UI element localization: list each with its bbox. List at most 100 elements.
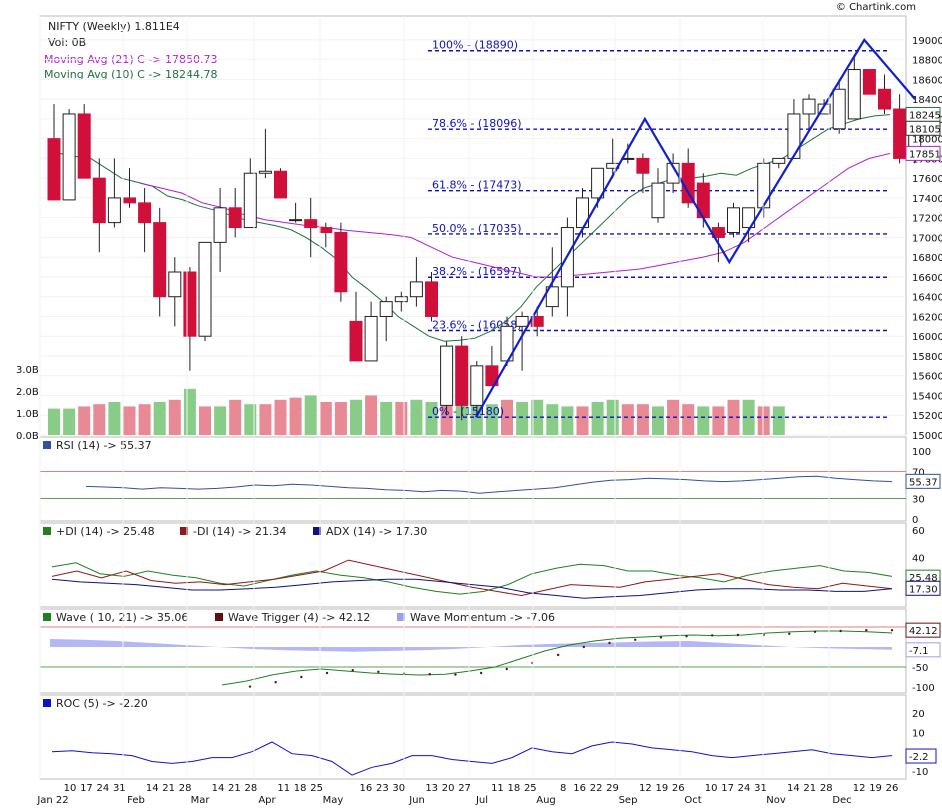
price-y-axis: 1900018800186001840018200180001780017600… bbox=[905, 36, 942, 442]
pattern-line bbox=[475, 38, 916, 418]
volume-bars bbox=[48, 388, 785, 435]
month-label: Oct bbox=[684, 795, 701, 806]
price-tick-label: 15800 bbox=[912, 352, 942, 363]
candle-body bbox=[636, 157, 650, 174]
minus-di-swatch bbox=[180, 527, 188, 535]
volume-bar bbox=[621, 404, 634, 435]
candle-body bbox=[409, 281, 423, 298]
candle-body bbox=[364, 315, 378, 362]
harmonic-pattern bbox=[475, 38, 916, 418]
dmi-last-label: 25.48 bbox=[909, 573, 938, 584]
volume-bar bbox=[576, 406, 589, 435]
week-tick-label: 16 bbox=[360, 783, 373, 794]
week-tick-label: 12 bbox=[853, 783, 866, 794]
week-tick-label: 23 bbox=[376, 783, 389, 794]
week-tick-label: 31 bbox=[113, 783, 126, 794]
dmi-series-line bbox=[51, 578, 893, 599]
dmi-panel bbox=[39, 522, 907, 608]
candle-body bbox=[258, 170, 272, 174]
volume-bar bbox=[108, 402, 121, 435]
month-label: Mar bbox=[191, 795, 211, 806]
volume-tick-label: 2.0B bbox=[16, 387, 39, 398]
dmi-tick-label: 60 bbox=[912, 526, 925, 537]
volume-bar bbox=[244, 404, 257, 435]
wave-momentum-swatch bbox=[397, 613, 405, 621]
wave-trigger-dot bbox=[839, 629, 842, 633]
week-tick-label: 29 bbox=[606, 783, 619, 794]
wave-trigger-dot bbox=[505, 667, 508, 671]
volume-bar bbox=[727, 399, 740, 435]
wave-trigger-dot bbox=[659, 636, 663, 639]
moving-averages bbox=[59, 114, 891, 342]
volume-bar bbox=[440, 397, 453, 435]
week-tick-label: 18 bbox=[508, 783, 521, 794]
wave-trigger-dot bbox=[813, 630, 817, 633]
wave-last-box bbox=[905, 622, 941, 638]
candle-body bbox=[832, 88, 846, 130]
candle-body bbox=[651, 182, 665, 219]
price-tick-label: 15200 bbox=[912, 411, 942, 422]
candle-body bbox=[455, 345, 469, 406]
wave-trigger-dot bbox=[479, 671, 483, 675]
rsi-last-box bbox=[905, 473, 941, 489]
price-tick-label: 18400 bbox=[912, 95, 942, 106]
dmi-last-label: 17.30 bbox=[909, 584, 938, 595]
week-tick-label: 10 bbox=[64, 783, 77, 794]
volume-y-axis: 3.0B 2.0B 1.0B 0.0B bbox=[16, 365, 39, 442]
wave-trigger-swatch bbox=[215, 613, 223, 621]
rsi-chart: 100 70 30 0 55.37 bbox=[40, 447, 941, 526]
candle-body bbox=[228, 207, 242, 229]
wave-trigger-title: Wave Trigger (4) -> 42.12 bbox=[228, 611, 370, 624]
fib-label: 100% - (18890) bbox=[432, 39, 518, 52]
price-tick-label: 16800 bbox=[912, 253, 942, 264]
week-tick-label: 24 bbox=[738, 783, 751, 794]
week-tick-label: 17 bbox=[80, 783, 93, 794]
volume-bar bbox=[365, 395, 378, 435]
volume-bar bbox=[304, 395, 317, 435]
last-value-box bbox=[905, 145, 941, 161]
volume-bar bbox=[742, 399, 755, 435]
week-tick-label: 11 bbox=[491, 783, 504, 794]
week-tick-label: 25 bbox=[524, 783, 537, 794]
candle-body bbox=[847, 69, 861, 120]
month-label: Jan 22 bbox=[36, 795, 68, 806]
price-tick-label: 18000 bbox=[912, 135, 942, 146]
wave-momentum-title: Wave Momentum -> -7.06 bbox=[410, 611, 555, 624]
volume-bar bbox=[78, 406, 91, 435]
candle-body bbox=[862, 69, 876, 95]
week-tick-label: 14 bbox=[212, 783, 225, 794]
candle-body bbox=[274, 170, 287, 199]
wave-trigger-dot bbox=[300, 675, 303, 679]
candle-body bbox=[470, 365, 484, 406]
price-tick-label: 15400 bbox=[912, 391, 942, 402]
wave-trigger-dot bbox=[736, 633, 740, 637]
week-tick-label: 20 bbox=[442, 783, 455, 794]
volume-bar bbox=[183, 388, 196, 435]
volume-bar bbox=[199, 406, 211, 435]
price-tick-label: 18800 bbox=[912, 56, 942, 67]
volume-bar bbox=[93, 404, 106, 435]
candle-body bbox=[123, 197, 136, 204]
volume-bar bbox=[561, 406, 574, 435]
fib-label: 50.0% - (17035) bbox=[432, 222, 521, 235]
volume-bar bbox=[772, 406, 785, 435]
volume-bar bbox=[697, 406, 710, 435]
week-tick-label: 27 bbox=[458, 783, 471, 794]
volume-bar bbox=[516, 402, 529, 435]
legend-background bbox=[46, 18, 236, 82]
wave-trigger-dot bbox=[377, 670, 380, 673]
price-tick-label: 15000 bbox=[912, 431, 942, 442]
week-tick-label: 21 bbox=[228, 783, 241, 794]
candle-body bbox=[168, 271, 182, 298]
roc-tick-label: 20 bbox=[912, 709, 925, 720]
roc-tick-label: -10 bbox=[912, 767, 928, 778]
dmi-tick-label: 40 bbox=[912, 553, 925, 564]
month-label: May bbox=[323, 795, 344, 806]
wave-trigger-dot bbox=[865, 629, 868, 632]
candle-body bbox=[515, 315, 529, 327]
dmi-last-box bbox=[905, 580, 941, 596]
candle-body bbox=[485, 365, 499, 387]
price-tick-label: 17600 bbox=[912, 174, 942, 185]
fib-label: 23.6% - (16058) bbox=[432, 318, 521, 331]
price-tick-label: 16000 bbox=[912, 332, 942, 343]
